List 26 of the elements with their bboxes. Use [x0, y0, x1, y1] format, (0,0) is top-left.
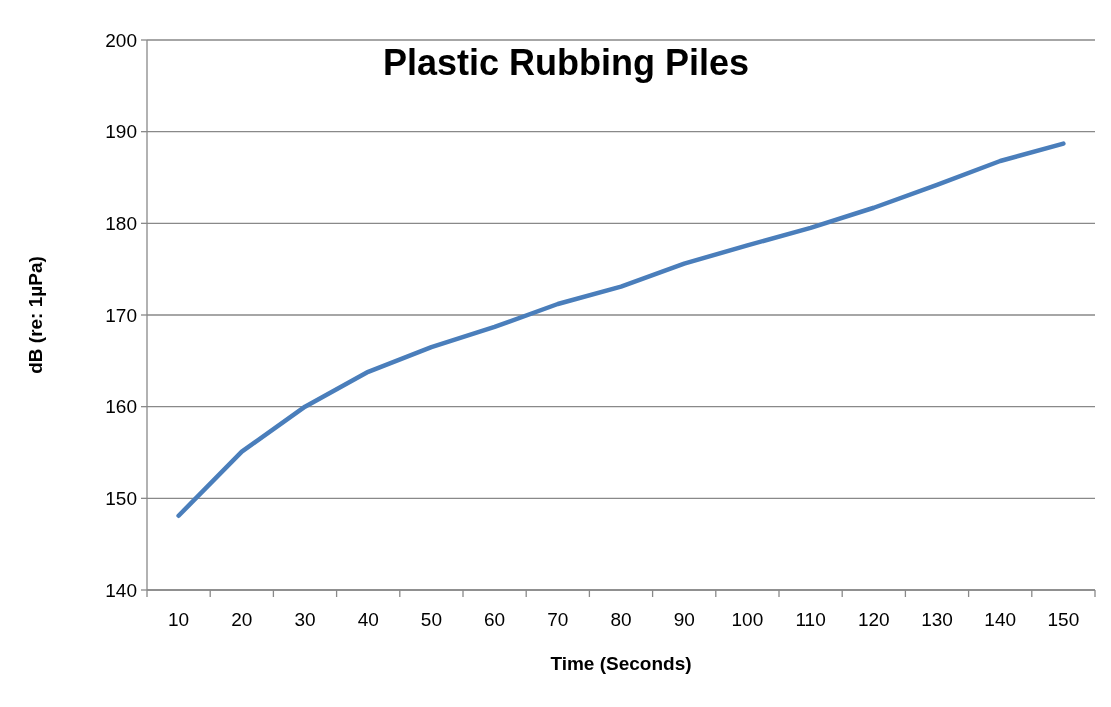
x-tick-label: 100 — [731, 609, 764, 630]
x-tick-label: 150 — [1047, 609, 1080, 630]
x-tick-label: 130 — [921, 609, 953, 630]
x-tick-label: 70 — [547, 609, 569, 630]
y-tick-label: 170 — [105, 304, 137, 326]
y-tick-label: 160 — [105, 396, 137, 418]
line-series — [176, 141, 1066, 518]
y-tick-label: 180 — [105, 212, 137, 234]
x-tick-label: 140 — [984, 609, 1017, 630]
y-tick-label: 140 — [105, 579, 137, 601]
chart-title: Plastic Rubbing Piles — [382, 42, 750, 83]
y-tick-label: 150 — [105, 487, 137, 509]
x-tick-label: 40 — [357, 609, 379, 630]
x-tick-label: 80 — [610, 609, 632, 630]
y-tick-label: 190 — [105, 121, 137, 143]
x-tick-label: 60 — [484, 609, 506, 630]
x-axis-title: Time (Seconds) — [550, 653, 692, 674]
x-tick-label: 90 — [673, 609, 695, 630]
x-tick-label: 50 — [420, 609, 442, 630]
x-tick-label: 120 — [857, 609, 890, 630]
x-tick-label: 20 — [231, 609, 253, 630]
y-tick-label: 200 — [105, 29, 137, 51]
x-tick-label: 10 — [168, 609, 190, 630]
x-tick-label: 110 — [795, 609, 826, 630]
y-axis-title: dB (re: 1µPa) — [25, 256, 46, 374]
x-tick-label: 30 — [294, 609, 316, 630]
